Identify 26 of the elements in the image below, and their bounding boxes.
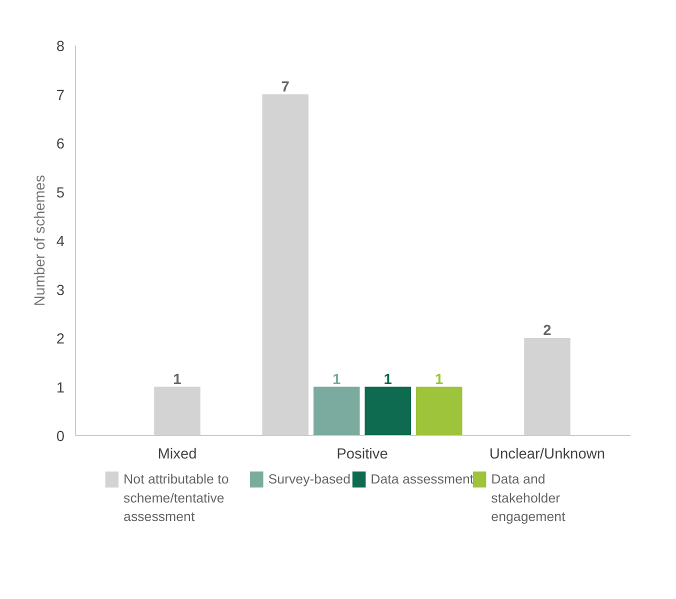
data-label: 2 <box>543 323 552 339</box>
bar <box>364 386 411 436</box>
y-tick-label: 4 <box>56 234 65 250</box>
y-tick-label: 3 <box>56 282 65 299</box>
legend-label: Not attributable to scheme/tentative assessment <box>124 472 229 524</box>
legend-label: Data and stakeholder engagement <box>491 472 566 524</box>
y-tick-label: 2 <box>56 332 65 348</box>
bar <box>314 386 360 436</box>
data-label: 1 <box>435 372 444 388</box>
data-label: 1 <box>384 372 392 388</box>
data-label: 7 <box>281 79 290 96</box>
y-tick-label: 1 <box>56 380 65 396</box>
y-tick-label: 5 <box>56 185 65 202</box>
x-tick-label: Positive <box>336 446 388 462</box>
x-tick-label: Mixed <box>158 446 197 462</box>
data-label: 1 <box>173 372 182 388</box>
x-tick-label: Unclear/Unknown <box>489 446 606 462</box>
y-axis-title: Number of schemes <box>32 174 48 306</box>
legend-label: Survey-based <box>268 472 350 486</box>
y-tick-label: 6 <box>56 136 65 152</box>
y-tick-label: 0 <box>56 429 65 445</box>
y-tick-label: 7 <box>56 88 65 104</box>
legend-label: Data assessment <box>370 472 474 486</box>
y-tick-label: 8 <box>56 39 65 55</box>
bar <box>416 386 462 436</box>
data-label: 1 <box>332 372 341 388</box>
